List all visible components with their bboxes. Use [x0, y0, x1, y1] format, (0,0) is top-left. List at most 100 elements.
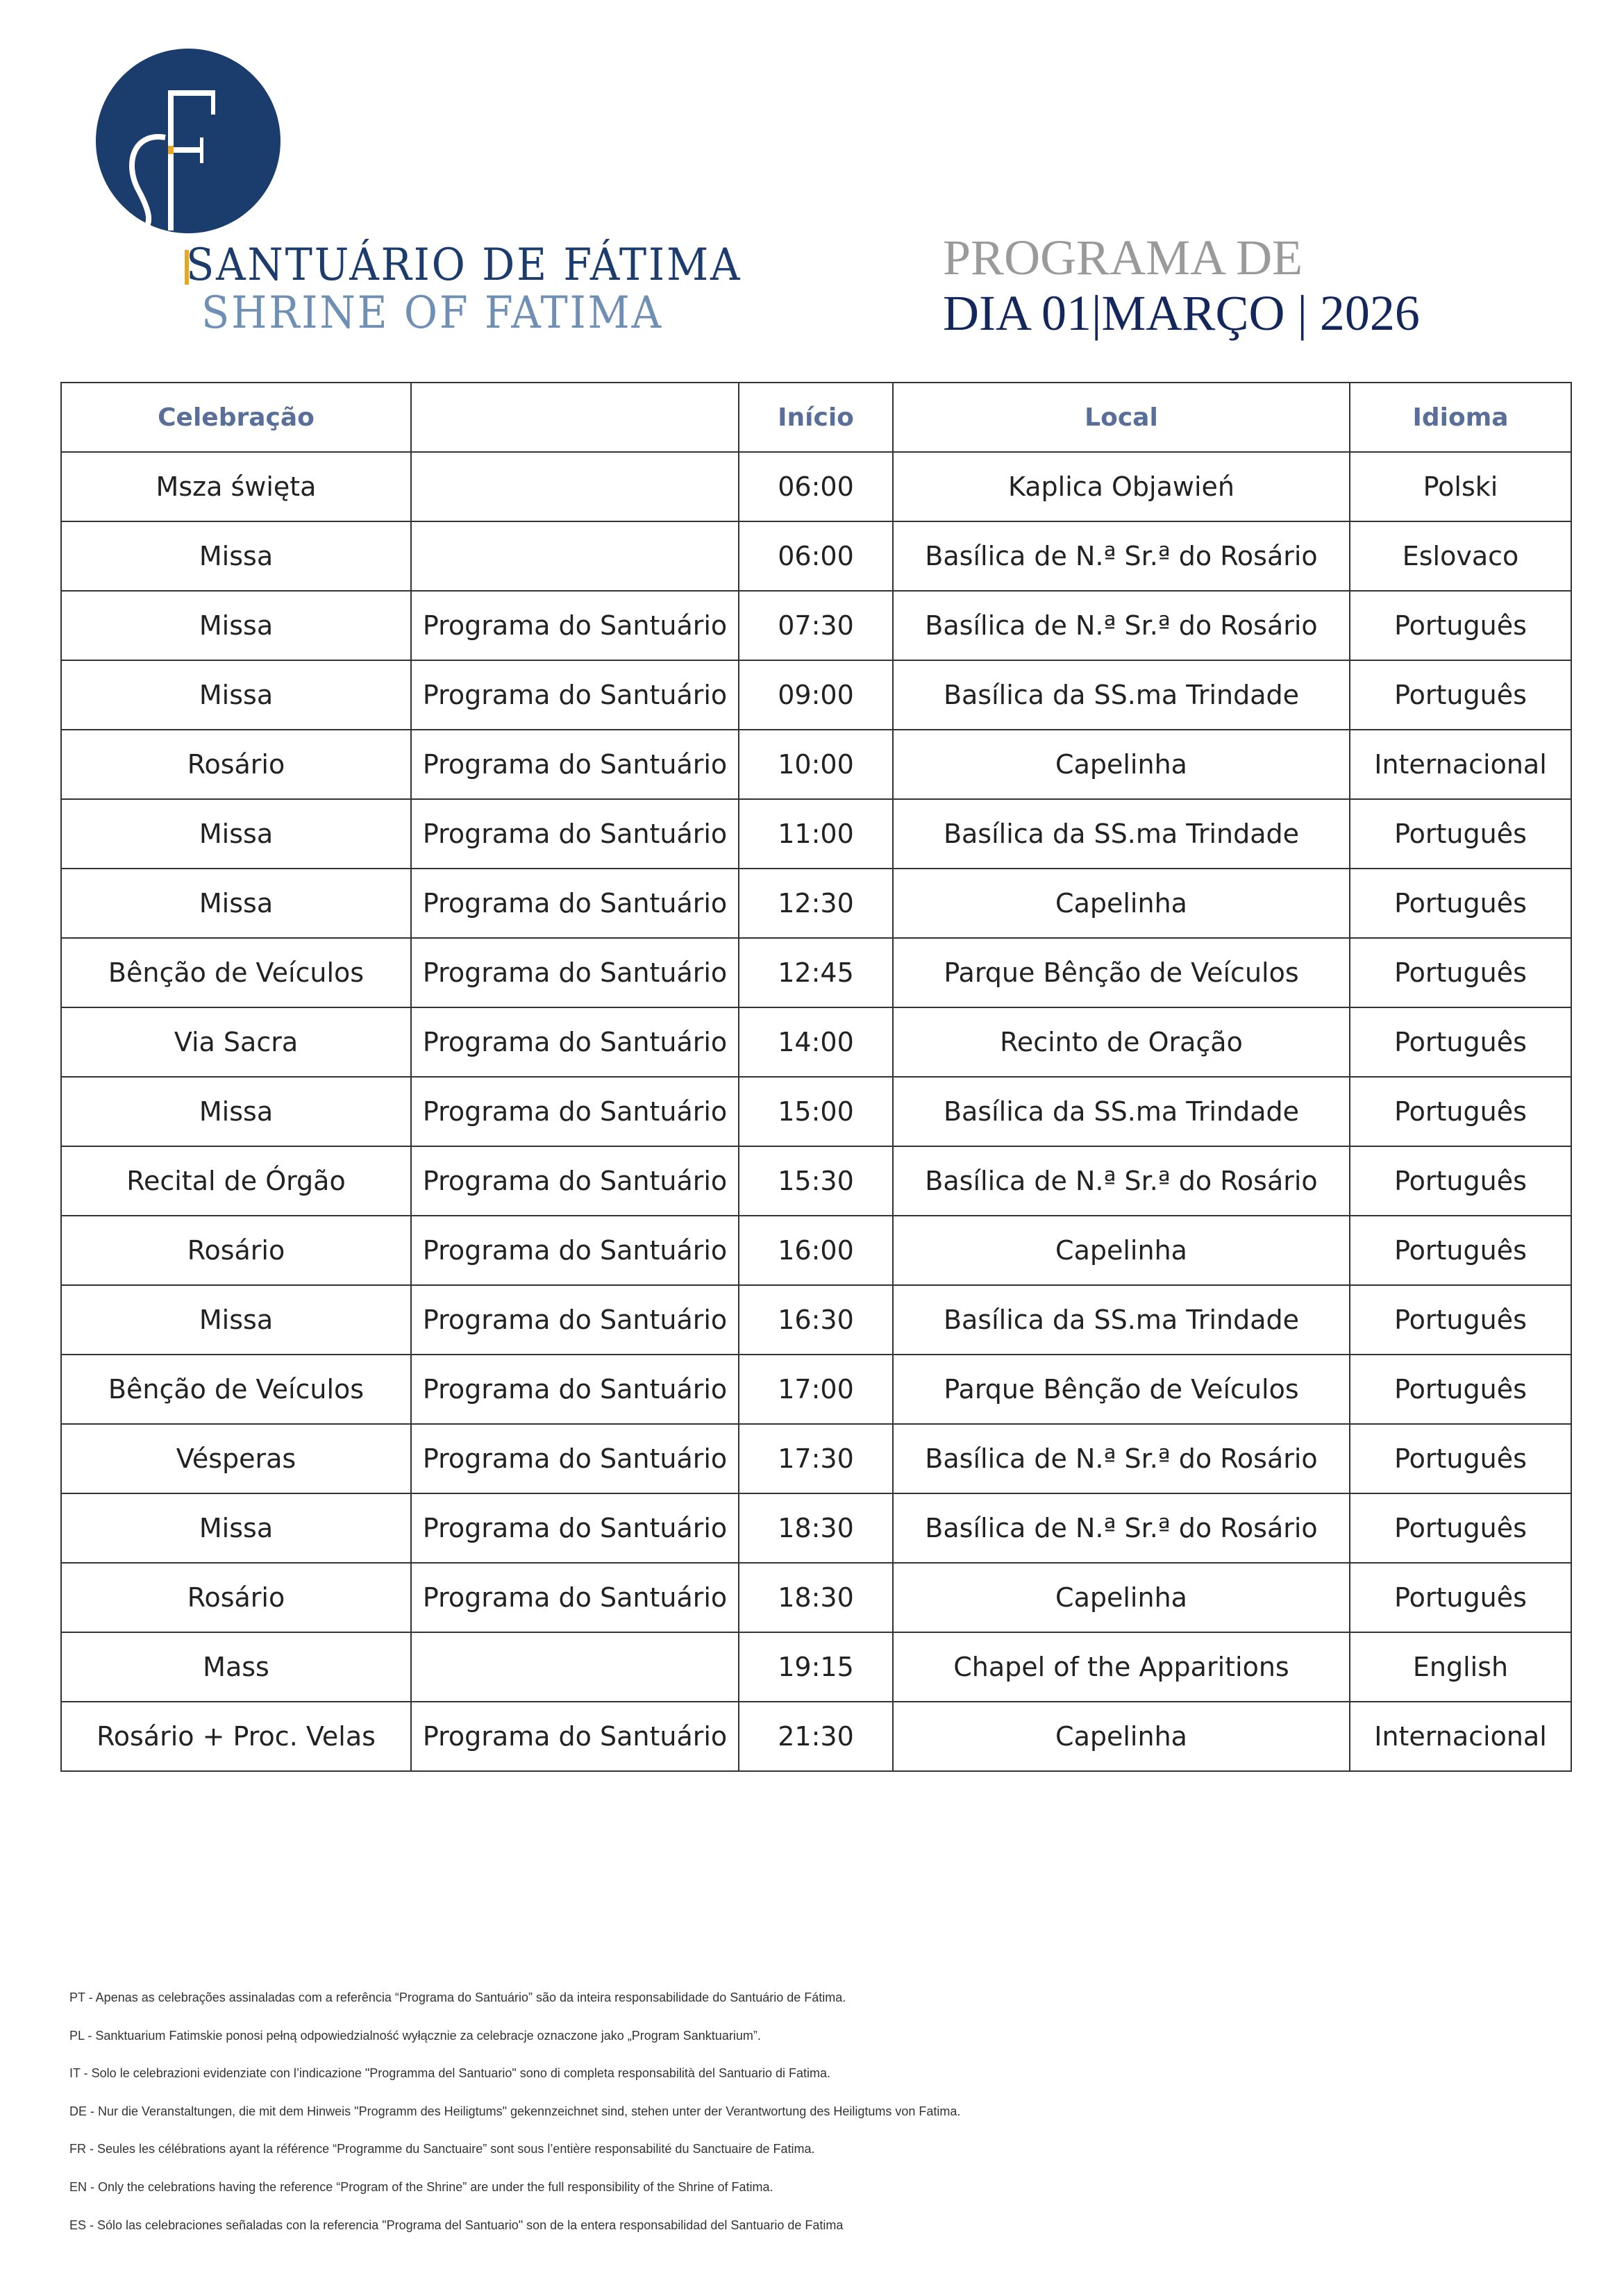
- cell-program: Programa do Santuário: [410, 1701, 739, 1772]
- footnote: PL - Sanktuarium Fatimskie ponosi pełną …: [69, 2028, 761, 2043]
- footnote: EN - Only the celebrations having the re…: [69, 2180, 773, 2194]
- cell-program: Programa do Santuário: [410, 1493, 739, 1564]
- schedule-table: Celebração Início Local Idioma Msza święta 0…: [60, 382, 1572, 1772]
- cell-celebration: Rosário + Proc. Velas: [60, 1701, 412, 1772]
- cell-language: Português: [1349, 798, 1572, 869]
- cell-language: Português: [1349, 660, 1572, 730]
- table-row: Vésperas Programa do Santuário 17:30 Basíli…: [60, 1423, 1572, 1494]
- table-row: Rosário Programa do Santuário 18:30 Capelin…: [60, 1562, 1572, 1633]
- cell-program: Programa do Santuário: [410, 1284, 739, 1355]
- table-row: Missa Programa do Santuário 16:30 Basílica …: [60, 1284, 1572, 1355]
- brand-accent-bar: [185, 250, 189, 285]
- cell-program: Programa do Santuário: [410, 1215, 739, 1286]
- column-header-language: Idioma: [1349, 382, 1572, 453]
- cell-start-time: 07:30: [738, 590, 894, 661]
- cell-start-time: 15:00: [738, 1076, 894, 1147]
- cell-location: Basílica da SS.ma Trindade: [892, 798, 1350, 869]
- table-row: Bênção de Veículos Programa do Santuário 1…: [60, 1354, 1572, 1425]
- cell-start-time: 06:00: [738, 521, 894, 592]
- cell-celebration: Missa: [60, 868, 412, 939]
- cell-program: Programa do Santuário: [410, 1423, 739, 1494]
- cell-celebration: Via Sacra: [60, 1007, 412, 1078]
- cell-celebration: Bênção de Veículos: [60, 1354, 412, 1425]
- table-row: Missa Programa do Santuário 07:30 Basílica …: [60, 590, 1572, 661]
- cell-celebration: Rosário: [60, 1562, 412, 1633]
- cell-location: Basílica da SS.ma Trindade: [892, 660, 1350, 730]
- footnote: DE - Nur die Veranstaltungen, die mit de…: [69, 2104, 961, 2118]
- footnote: IT - Solo le celebrazioni evidenziate co…: [69, 2066, 831, 2081]
- cell-location: Kaplica Objawień: [892, 451, 1350, 522]
- cell-location: Basílica de N.ª Sr.ª do Rosário: [892, 590, 1350, 661]
- cell-location: Basílica de N.ª Sr.ª do Rosário: [892, 1423, 1350, 1494]
- cell-language: Português: [1349, 1076, 1572, 1147]
- program-date: DIA 01|MARÇO | 2026: [943, 285, 1420, 341]
- cell-program: Programa do Santuário: [410, 1007, 739, 1078]
- cell-language: Internacional: [1349, 729, 1572, 800]
- table-row: Bênção de Veículos Programa do Santuário 1…: [60, 937, 1572, 1008]
- cell-program: Programa do Santuário: [410, 1076, 739, 1147]
- cell-location: Basílica da SS.ma Trindade: [892, 1076, 1350, 1147]
- cell-location: Capelinha: [892, 868, 1350, 939]
- table-row: Rosário + Proc. Velas Programa do Santuár…: [60, 1701, 1572, 1772]
- cell-celebration: Mass: [60, 1632, 412, 1702]
- table-row: Rosário Programa do Santuário 10:00 Capelin…: [60, 729, 1572, 800]
- cell-language: Português: [1349, 1354, 1572, 1425]
- cell-celebration: Rosário: [60, 1215, 412, 1286]
- cell-start-time: 16:00: [738, 1215, 894, 1286]
- cell-start-time: 14:00: [738, 1007, 894, 1078]
- column-header-location: Local: [892, 382, 1350, 453]
- cell-location: Basílica de N.ª Sr.ª do Rosário: [892, 1493, 1350, 1564]
- table-row: Mass 19:15 Chapel of the Apparitions Englis…: [60, 1632, 1572, 1702]
- cell-language: Português: [1349, 1493, 1572, 1564]
- footnote: PT - Apenas as celebrações assinaladas c…: [69, 1991, 846, 2004]
- cell-celebration: Msza święta: [60, 451, 412, 522]
- cell-celebration: Missa: [60, 521, 412, 592]
- cell-start-time: 12:45: [738, 937, 894, 1008]
- table-row: Missa 06:00 Basílica de N.ª Sr.ª do Rosári…: [60, 521, 1572, 592]
- table-row: Recital de Órgão Programa do Santuário 15:…: [60, 1146, 1572, 1216]
- cell-celebration: Rosário: [60, 729, 412, 800]
- cell-start-time: 16:30: [738, 1284, 894, 1355]
- cell-location: Basílica da SS.ma Trindade: [892, 1284, 1350, 1355]
- cell-celebration: Missa: [60, 1493, 412, 1564]
- table-row: Missa Programa do Santuário 15:00 Basílica …: [60, 1076, 1572, 1147]
- cell-language: Português: [1349, 1007, 1572, 1078]
- cell-celebration: Missa: [60, 1076, 412, 1147]
- cell-location: Basílica de N.ª Sr.ª do Rosário: [892, 1146, 1350, 1216]
- cell-start-time: 19:15: [738, 1632, 894, 1702]
- table-row: Rosário Programa do Santuário 16:00 Capelin…: [60, 1215, 1572, 1286]
- cell-start-time: 10:00: [738, 729, 894, 800]
- brand-name-pt: SANTUÁRIO DE FÁTIMA: [186, 240, 742, 291]
- cell-program: Programa do Santuário: [410, 1146, 739, 1216]
- cell-language: English: [1349, 1632, 1572, 1702]
- cell-start-time: 17:00: [738, 1354, 894, 1425]
- cell-celebration: Missa: [60, 660, 412, 730]
- cell-location: Chapel of the Apparitions: [892, 1632, 1350, 1702]
- table-row: Via Sacra Programa do Santuário 14:00 Recin…: [60, 1007, 1572, 1078]
- cell-location: Capelinha: [892, 1701, 1350, 1772]
- cell-program: [410, 521, 739, 592]
- cell-location: Basílica de N.ª Sr.ª do Rosário: [892, 521, 1350, 592]
- cell-start-time: 11:00: [738, 798, 894, 869]
- cell-location: Capelinha: [892, 729, 1350, 800]
- table-row: Missa Programa do Santuário 09:00 Basílica …: [60, 660, 1572, 730]
- cell-start-time: 12:30: [738, 868, 894, 939]
- cell-language: Português: [1349, 1423, 1572, 1494]
- column-header-celebration: Celebração: [60, 382, 412, 453]
- cell-start-time: 21:30: [738, 1701, 894, 1772]
- column-header-start-time: Início: [738, 382, 894, 453]
- cell-program: Programa do Santuário: [410, 937, 739, 1008]
- cell-language: Português: [1349, 937, 1572, 1008]
- cell-program: Programa do Santuário: [410, 590, 739, 661]
- cell-location: Recinto de Oração: [892, 1007, 1350, 1078]
- cell-program: Programa do Santuário: [410, 1562, 739, 1633]
- table-header-row: Celebração Início Local Idioma: [60, 382, 1572, 453]
- cell-language: Internacional: [1349, 1701, 1572, 1772]
- cell-program: [410, 451, 739, 522]
- table-row: Msza święta 06:00 Kaplica Objawień Polski: [60, 451, 1572, 522]
- cell-start-time: 15:30: [738, 1146, 894, 1216]
- cell-celebration: Bênção de Veículos: [60, 937, 412, 1008]
- cell-celebration: Recital de Órgão: [60, 1146, 412, 1216]
- footnote: FR - Seules les célébrations ayant la ré…: [69, 2142, 815, 2156]
- cell-program: Programa do Santuário: [410, 1354, 739, 1425]
